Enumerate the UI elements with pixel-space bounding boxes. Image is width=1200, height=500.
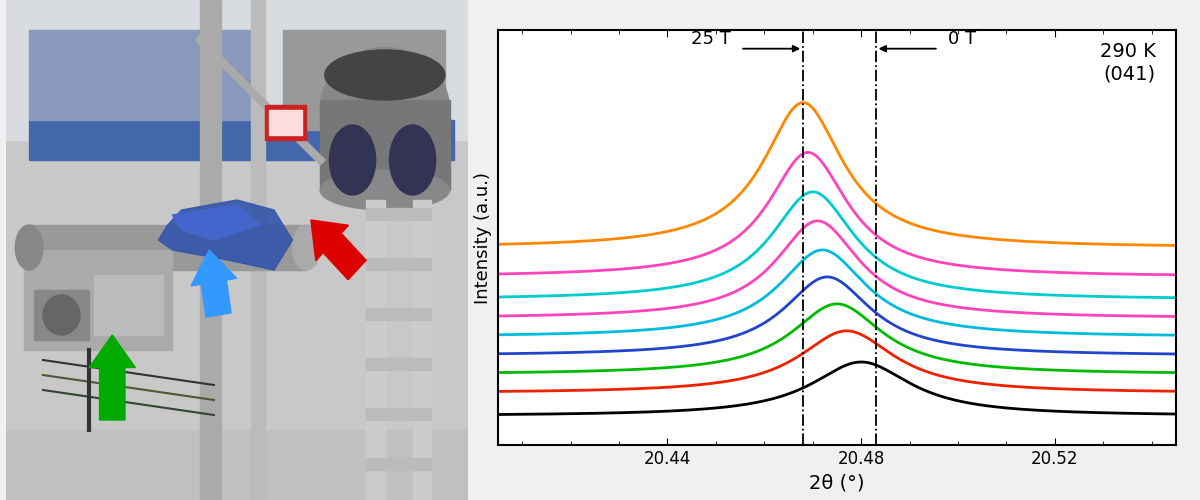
FancyArrow shape	[89, 335, 136, 420]
Bar	[320, 100, 450, 190]
Ellipse shape	[293, 225, 320, 270]
FancyArrow shape	[311, 220, 366, 280]
Ellipse shape	[390, 125, 436, 195]
Bar	[29, 225, 306, 270]
Bar	[265, 105, 306, 140]
Y-axis label: Intensity (a.u.): Intensity (a.u.)	[474, 172, 492, 304]
Bar	[366, 208, 431, 220]
Bar	[366, 200, 385, 500]
Bar	[269, 110, 301, 135]
Polygon shape	[173, 205, 260, 240]
Ellipse shape	[320, 48, 450, 172]
Ellipse shape	[320, 170, 450, 210]
Text: 25 T: 25 T	[690, 30, 731, 48]
Bar	[24, 250, 173, 350]
Bar	[366, 458, 431, 470]
Bar	[200, 0, 221, 500]
Text: 0 T: 0 T	[948, 30, 977, 48]
Bar	[6, 0, 468, 140]
Ellipse shape	[16, 225, 43, 270]
Bar	[366, 308, 431, 320]
Text: 290 K
(041): 290 K (041)	[1099, 42, 1156, 84]
FancyArrow shape	[191, 250, 236, 317]
Bar	[29, 30, 260, 120]
Ellipse shape	[43, 295, 80, 335]
Ellipse shape	[325, 50, 445, 100]
Ellipse shape	[329, 125, 376, 195]
Bar	[29, 120, 454, 160]
Bar	[413, 200, 431, 500]
Bar	[94, 275, 163, 335]
Bar	[366, 258, 431, 270]
Polygon shape	[158, 200, 293, 270]
Bar	[34, 290, 89, 340]
X-axis label: 2θ (°): 2θ (°)	[809, 474, 865, 492]
Bar	[366, 408, 431, 420]
Bar	[251, 0, 265, 500]
Bar	[6, 430, 468, 500]
Bar	[366, 358, 431, 370]
Bar	[283, 30, 445, 130]
